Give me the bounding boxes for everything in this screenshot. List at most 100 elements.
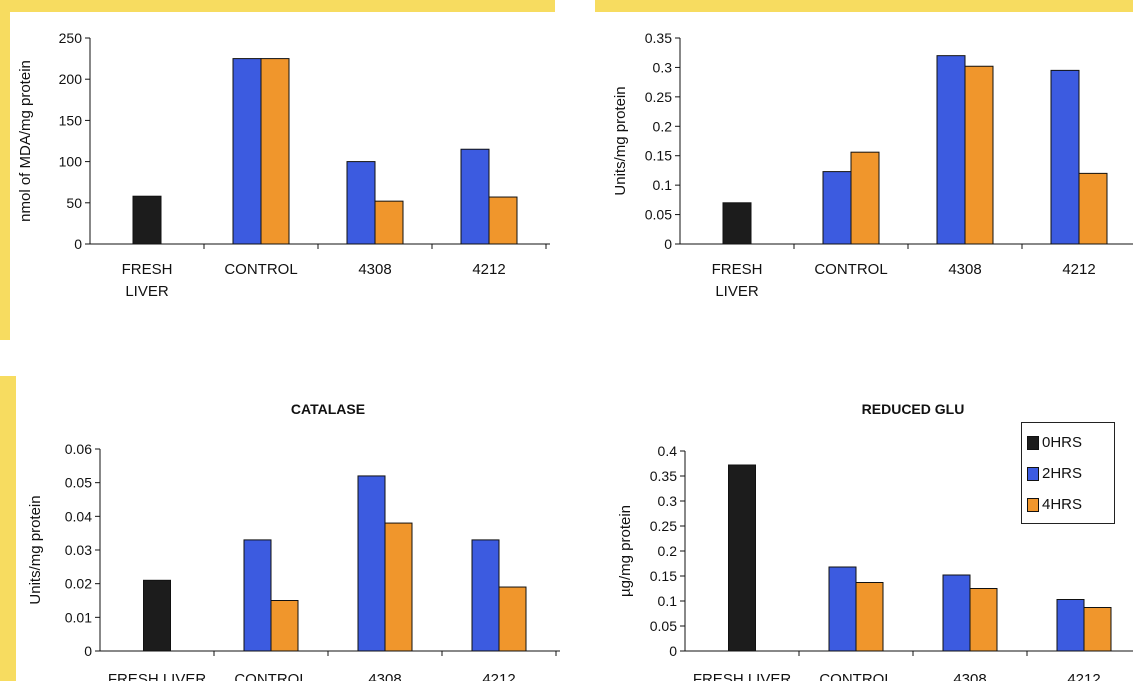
- yellow-band-left-upper: [0, 0, 10, 340]
- legend-item-4hrs: 4HRS: [1022, 489, 1114, 520]
- x-tick-label: CONTROL: [814, 261, 887, 278]
- bar-4hrs: [1078, 172, 1108, 245]
- y-tick-label: 0.04: [65, 508, 92, 524]
- y-axis-label: Units/mg protein: [612, 86, 629, 195]
- x-tick-label: 4308: [358, 261, 391, 278]
- y-tick-label: 50: [66, 195, 82, 211]
- x-tick-label: FRESH LIVER: [122, 261, 173, 300]
- y-tick-label: 0.15: [645, 148, 672, 164]
- y-tick-label: 0.4: [658, 443, 678, 459]
- x-tick-label-line: FRESH: [122, 261, 173, 278]
- bar-0hrs: [132, 195, 162, 245]
- y-tick-label: 100: [59, 154, 83, 170]
- x-tick-label: FRESH LIVER: [693, 671, 792, 681]
- y-tick-label: 0.3: [653, 59, 673, 75]
- bar-2hrs: [822, 171, 852, 245]
- legend-label-0hrs: 0HRS: [1042, 434, 1083, 451]
- y-tick-label: 0.1: [653, 177, 673, 193]
- y-tick-label: 0: [664, 236, 672, 252]
- x-tick-label-line: FRESH: [712, 261, 763, 278]
- yellow-band-top-right: [595, 0, 1133, 12]
- y-axis-label: µg/mg protein: [617, 505, 634, 597]
- bar-0hrs: [728, 464, 756, 652]
- chart-units-top: Units/mg protein 0 0.05 0.1 0.15 0.2 0.25 0.3 0.…: [612, 30, 1133, 300]
- y-tick-label: 0.02: [65, 576, 92, 592]
- x-tick-label: 4212: [1062, 261, 1095, 278]
- bar-2hrs: [936, 55, 966, 245]
- bar-2hrs: [1050, 69, 1080, 245]
- bar-0hrs: [722, 202, 752, 245]
- y-tick-label: 0.06: [65, 441, 92, 457]
- x-tick-label: 4212: [1067, 671, 1100, 681]
- y-tick-label: 0.35: [645, 30, 672, 46]
- bar-4hrs: [1083, 607, 1112, 652]
- y-tick-label: 150: [59, 112, 83, 128]
- bar-4hrs: [270, 600, 299, 652]
- bar-4hrs: [384, 522, 413, 652]
- bar-2hrs: [828, 566, 857, 652]
- bar-2hrs: [346, 161, 376, 245]
- x-tick-label: CONTROL: [819, 671, 892, 681]
- x-tick-label: 4212: [482, 671, 515, 681]
- bar-4hrs: [488, 196, 518, 245]
- y-tick-label: 0.05: [645, 207, 672, 223]
- x-tick-label: 4308: [368, 671, 401, 681]
- chart-catalase: CATALASE Units/mg protein 0 0.01 0.02 0.03 0.0…: [27, 401, 560, 681]
- yellow-band-top-left: [0, 0, 555, 12]
- x-tick-label: 4308: [953, 671, 986, 681]
- y-tick-label: 0.25: [645, 89, 672, 105]
- bar-2hrs: [232, 58, 262, 245]
- y-tick-label: 0.05: [650, 618, 677, 634]
- y-tick-label: 250: [59, 30, 83, 46]
- y-axis-label: Units/mg protein: [27, 495, 44, 604]
- bar-2hrs: [460, 148, 490, 245]
- x-tick-label: 4212: [472, 261, 505, 278]
- legend-item-0hrs: 0HRS: [1022, 427, 1114, 458]
- x-tick-label: CONTROL: [234, 671, 307, 681]
- legend-swatch-4hrs: [1027, 497, 1039, 512]
- y-tick-label: 0.03: [65, 542, 92, 558]
- bar-4hrs: [374, 200, 404, 245]
- chart-title: REDUCED GLU: [862, 401, 965, 417]
- bar-4hrs: [969, 588, 998, 652]
- bar-4hrs: [260, 58, 290, 245]
- legend-swatch-2hrs: [1027, 466, 1039, 481]
- y-tick-label: 0: [669, 643, 677, 659]
- yellow-band-left-lower: [0, 376, 16, 681]
- y-tick-label: 0.25: [650, 518, 677, 534]
- y-tick-label: 0.05: [65, 475, 92, 491]
- bar-0hrs: [143, 579, 171, 652]
- y-tick-label: 0.35: [650, 468, 677, 484]
- legend-label-2hrs: 2HRS: [1042, 465, 1083, 482]
- legend-label-4hrs: 4HRS: [1042, 496, 1083, 513]
- x-tick-label: FRESH LIVER: [712, 261, 763, 300]
- bar-2hrs: [357, 475, 386, 652]
- bar-4hrs: [850, 151, 880, 245]
- y-tick-label: 0.2: [653, 118, 673, 134]
- bar-4hrs: [498, 586, 527, 652]
- y-tick-label: 0.2: [658, 543, 678, 559]
- y-tick-label: 0: [84, 643, 92, 659]
- legend-swatch-0hrs: [1027, 435, 1039, 450]
- bar-2hrs: [243, 539, 272, 652]
- bar-2hrs: [942, 574, 971, 652]
- y-tick-label: 0.1: [658, 593, 678, 609]
- x-tick-label: FRESH LIVER: [108, 671, 207, 681]
- y-tick-label: 0: [74, 236, 82, 252]
- y-tick-label: 0.01: [65, 609, 92, 625]
- bar-2hrs: [1056, 599, 1085, 652]
- bar-2hrs: [471, 539, 500, 652]
- chart-reduced-glu: REDUCED GLU µg/mg protein 0 0.05 0.1 0.15 0.2 0…: [617, 401, 1133, 681]
- y-tick-label: 0.3: [658, 493, 678, 509]
- chart-mda: nmol of MDA/mg protein 0 50 100 150 200 250 FRE…: [17, 30, 550, 300]
- x-tick-label: CONTROL: [224, 261, 297, 278]
- y-tick-label: 200: [59, 71, 83, 87]
- legend: 0HRS 2HRS 4HRS: [1021, 422, 1115, 524]
- x-tick-label: 4308: [948, 261, 981, 278]
- legend-item-2hrs: 2HRS: [1022, 458, 1114, 489]
- chart-title: CATALASE: [291, 401, 365, 417]
- y-tick-label: 0.15: [650, 568, 677, 584]
- x-tick-label-line: LIVER: [125, 283, 169, 300]
- x-tick-label-line: LIVER: [715, 283, 759, 300]
